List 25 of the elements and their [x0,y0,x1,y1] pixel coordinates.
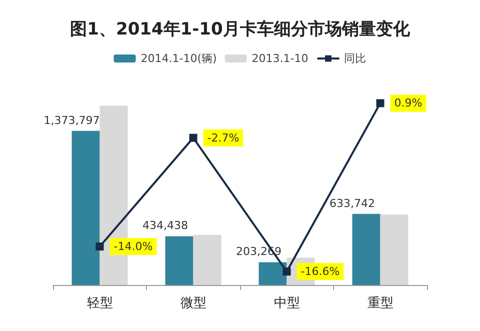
data-label: -2.7% [207,131,240,144]
bar [352,214,380,285]
point [282,268,291,276]
data-label: -14.0% [114,240,153,254]
bar [72,130,100,285]
bar [193,234,222,285]
x-tick-label: 微型 [180,296,206,311]
data-label: 434,438 [142,219,188,232]
point [376,99,384,108]
bar [380,214,408,285]
legend-label: 2014.1-10(辆) [140,52,217,65]
bar [258,262,287,285]
bar [165,236,194,285]
data-label: 0.9% [394,96,422,110]
x-tick-label: 中型 [274,296,300,311]
x-tick-label: 重型 [367,296,394,311]
x-tick-label: 轻型 [86,296,113,311]
data-label: 633,742 [330,196,375,210]
legend-label: 2013.1-10 [252,52,308,65]
data-label: 1,373,797 [44,114,100,127]
data-label: -16.6% [300,265,340,278]
chart-title: 图1、2014年1-10月卡车细分市场销量变化 [70,20,411,40]
legend-label: 同比 [344,52,366,65]
point [96,242,104,251]
point [189,134,198,142]
